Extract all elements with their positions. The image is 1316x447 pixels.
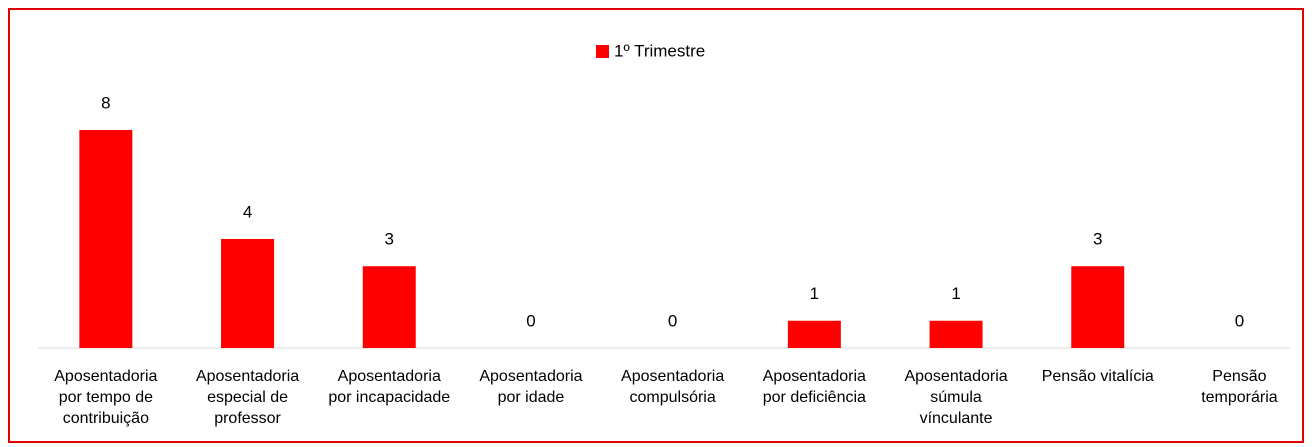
data-label: 3 [385, 230, 394, 249]
x-tick-label: Aposentadoria por tempo de contribuição [54, 368, 158, 427]
bar [787, 320, 841, 348]
x-tick-label: Aposentadoria por incapacidade [328, 368, 451, 406]
bar [362, 266, 416, 348]
bar [221, 239, 275, 348]
x-tick-label: Aposentadoria por deficiência [762, 368, 866, 406]
data-label: 0 [668, 311, 677, 330]
bar [79, 130, 133, 348]
legend-swatch [596, 45, 609, 58]
data-label: 3 [1093, 230, 1102, 249]
bar [929, 320, 983, 348]
x-tick-label: Pensão temporária [1201, 368, 1278, 406]
x-tick-label: Pensão vitalícia [1041, 368, 1154, 385]
x-tick-label: Aposentadoria especial de professor [195, 368, 300, 427]
bar [1071, 266, 1125, 348]
data-label: 1 [951, 284, 960, 303]
data-label: 8 [101, 93, 110, 112]
x-tick-label: Aposentadoria por idade [479, 368, 583, 406]
data-label: 4 [243, 202, 252, 221]
x-tick-label: Aposentadoria súmula vínculante [904, 368, 1008, 427]
data-label: 0 [1235, 311, 1244, 330]
x-tick-label: Aposentadoria compulsória [621, 368, 725, 406]
data-label: 1 [810, 284, 819, 303]
legend-label: 1º Trimestre [614, 41, 705, 60]
chart-frame [8, 8, 1304, 443]
data-label: 0 [526, 311, 535, 330]
